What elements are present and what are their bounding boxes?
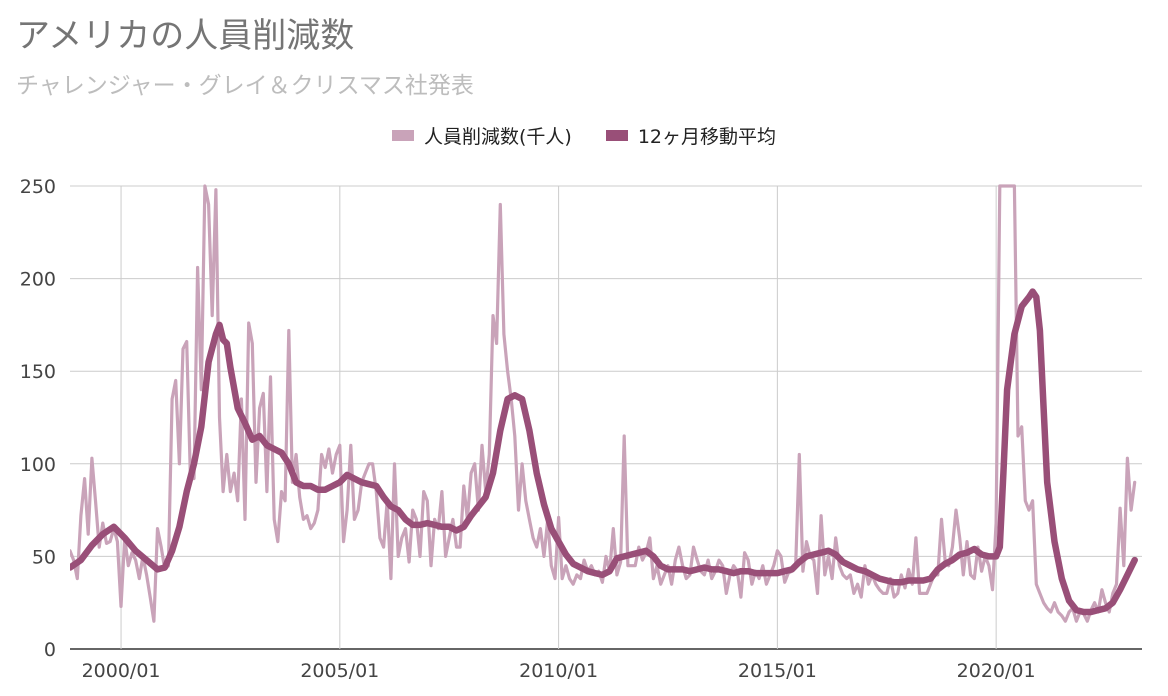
legend-label-raw: 人員削減数(千人)	[423, 126, 572, 148]
x-tick-label: 2020/01	[957, 660, 1036, 682]
x-tick-label: 2015/01	[738, 660, 817, 682]
y-tick-label: 150	[20, 361, 56, 383]
x-tick-label: 2000/01	[82, 660, 161, 682]
y-tick-label: 0	[44, 639, 56, 661]
chart-title: アメリカの人員削減数	[16, 16, 355, 56]
y-tick-label: 100	[20, 454, 56, 476]
chart-subtitle: チャレンジャー・グレイ＆クリスマス社発表	[16, 73, 474, 99]
legend: 人員削減数(千人) 12ヶ月移動平均	[0, 122, 1168, 149]
y-tick-label: 200	[20, 269, 56, 291]
legend-swatch-raw	[391, 130, 414, 141]
y-tick-label: 250	[20, 176, 56, 198]
legend-swatch-moving-average	[605, 130, 628, 141]
legend-item-moving-average[interactable]: 12ヶ月移動平均	[605, 122, 776, 149]
legend-label-moving-average: 12ヶ月移動平均	[637, 126, 776, 148]
y-tick-label: 50	[32, 546, 56, 568]
series-line-raw	[70, 184, 1137, 623]
x-tick-label: 2010/01	[519, 660, 598, 682]
series-line-moving-average	[70, 288, 1138, 616]
x-tick-label: 2005/01	[300, 660, 379, 682]
legend-item-raw[interactable]: 人員削減数(千人)	[391, 122, 572, 149]
